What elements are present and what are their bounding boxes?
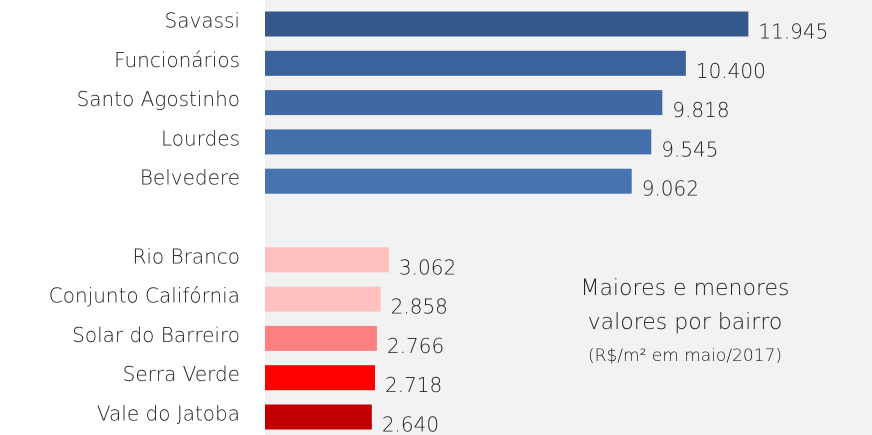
- category-label: Lourdes: [161, 126, 240, 150]
- value-label: 9.818: [672, 98, 729, 122]
- value-label: 9.545: [661, 137, 718, 161]
- category-label: Savassi: [165, 9, 240, 33]
- annotation: valores por bairro: [588, 310, 783, 335]
- bar: [265, 129, 652, 155]
- category-label: Santo Agostinho: [77, 87, 240, 111]
- bar: [265, 286, 381, 312]
- bar: [265, 11, 749, 37]
- value-label: 9.062: [642, 177, 699, 201]
- bar: [265, 325, 377, 351]
- value-label: 2.766: [387, 334, 444, 358]
- value-label: 2.858: [391, 295, 448, 319]
- value-label: 11.945: [758, 20, 828, 44]
- bar: [265, 404, 372, 430]
- value-label: 2.718: [385, 373, 442, 397]
- bar: [265, 168, 632, 194]
- bar: [265, 247, 389, 273]
- value-label: 3.062: [399, 255, 456, 279]
- value-label: 2.640: [382, 413, 439, 435]
- category-label: Funcionários: [114, 48, 240, 72]
- category-label: Serra Verde: [123, 362, 240, 386]
- bar: [265, 50, 686, 76]
- category-label: Vale do Jatoba: [97, 402, 240, 426]
- category-label: Solar do Barreiro: [72, 323, 240, 347]
- category-label: Conjunto Califórnia: [49, 284, 240, 308]
- annotation: (R$/m² em maio/2017): [588, 346, 782, 366]
- annotation: Maiores e menores: [580, 276, 789, 301]
- bar: [265, 90, 663, 116]
- value-label: 10.400: [696, 59, 766, 83]
- bar: [265, 365, 375, 391]
- category-label: Rio Branco: [132, 244, 240, 268]
- category-label: Belvedere: [140, 166, 240, 190]
